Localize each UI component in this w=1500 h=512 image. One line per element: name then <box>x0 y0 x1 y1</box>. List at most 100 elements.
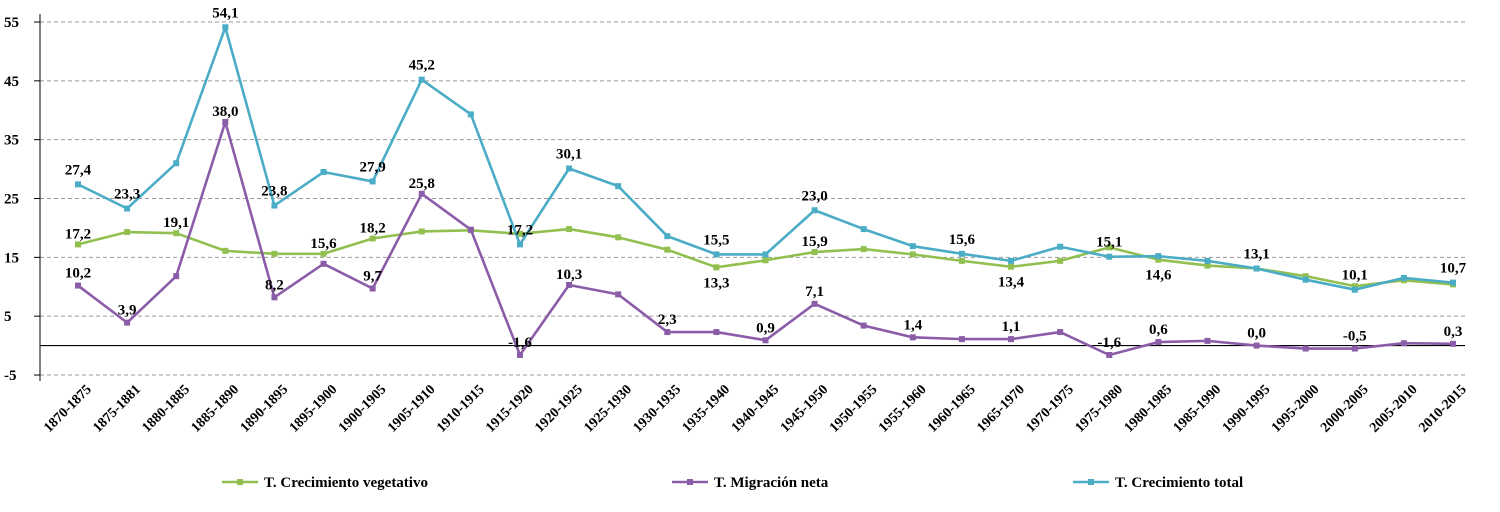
data-point <box>762 337 769 344</box>
data-point <box>1204 337 1211 344</box>
data-label: 23,0 <box>801 188 827 204</box>
data-point <box>1450 279 1456 286</box>
data-point <box>124 319 131 326</box>
data-point <box>615 183 622 190</box>
data-point <box>1253 342 1260 349</box>
data-point <box>320 169 327 176</box>
data-point <box>1302 345 1309 352</box>
y-axis-ticks: 55 45 35 25 15 5 -5 <box>4 15 19 384</box>
data-label: 15,6 <box>310 236 337 252</box>
data-point <box>1106 253 1113 260</box>
y-tick-label: 45 <box>4 74 19 90</box>
data-point <box>615 234 622 241</box>
data-point <box>75 282 81 289</box>
data-point <box>713 264 720 271</box>
data-point <box>664 233 671 240</box>
data-label: 0,3 <box>1444 324 1463 340</box>
data-label: 15,5 <box>703 232 729 248</box>
data-point <box>516 230 523 237</box>
x-tick-label: 1970-1975 <box>1023 382 1077 436</box>
data-label: 38,0 <box>212 104 238 120</box>
data-point <box>124 229 131 236</box>
data-point <box>1351 345 1358 352</box>
data-label: 2,3 <box>658 312 677 328</box>
data-point <box>1057 257 1064 264</box>
x-tick-label: 1900-1905 <box>336 382 390 436</box>
data-point <box>1253 265 1260 272</box>
data-label: 10,2 <box>65 266 91 282</box>
data-label: 9,7 <box>363 269 382 285</box>
data-point <box>811 207 818 214</box>
x-tick-label: 1990-1995 <box>1220 382 1274 436</box>
x-tick-label: 1880-1885 <box>140 382 194 436</box>
data-label: 14,6 <box>1145 268 1172 284</box>
x-tick-label: 1910-1915 <box>434 382 488 436</box>
data-point <box>566 281 573 288</box>
y-tick-label: 15 <box>4 250 19 266</box>
data-point <box>1302 273 1309 280</box>
data-point <box>713 329 720 336</box>
data-point <box>1106 244 1113 251</box>
data-point <box>1400 274 1407 281</box>
data-point <box>516 241 523 248</box>
data-label: 10,3 <box>556 267 582 283</box>
data-point <box>1008 336 1015 343</box>
data-label: 15,6 <box>949 232 976 248</box>
x-tick-label: 1960-1965 <box>925 382 979 436</box>
x-tick-label: 1940-1945 <box>729 382 783 436</box>
data-label: 19,1 <box>163 215 189 231</box>
x-tick-label: 1950-1955 <box>827 382 881 436</box>
x-tick-label: 1930-1935 <box>631 382 685 436</box>
legend-label: T. Crecimiento total <box>1115 475 1243 491</box>
data-label: 13,1 <box>1243 247 1269 263</box>
data-point <box>320 260 327 267</box>
data-point <box>173 230 180 237</box>
data-label: 13,4 <box>998 275 1025 291</box>
data-point <box>369 235 376 242</box>
x-tick-label: 1985-1990 <box>1171 382 1225 436</box>
data-label: 45,2 <box>409 58 435 74</box>
data-point <box>1204 257 1211 264</box>
data-label: -1,6 <box>1097 335 1121 351</box>
data-point <box>958 250 965 257</box>
data-label: 1,4 <box>903 317 922 333</box>
data-point <box>1351 286 1358 293</box>
data-label: 3,9 <box>118 303 137 319</box>
x-tick-label: 2005-2010 <box>1367 382 1421 436</box>
data-point <box>320 250 327 257</box>
data-label: 0,0 <box>1247 326 1266 342</box>
x-tick-label: 1895-1900 <box>287 382 341 436</box>
data-point <box>958 257 965 264</box>
data-point <box>1351 283 1358 290</box>
data-point <box>124 205 131 212</box>
data-point <box>615 291 622 298</box>
data-label: 27,4 <box>65 162 92 178</box>
x-tick-label: 1905-1910 <box>385 382 439 436</box>
data-point <box>369 178 376 185</box>
data-point <box>271 250 278 257</box>
data-point <box>369 285 376 292</box>
x-tick-label: 1975-1980 <box>1073 382 1127 436</box>
data-point <box>467 226 474 233</box>
data-point <box>1057 329 1064 336</box>
data-label: 15,9 <box>801 234 827 250</box>
data-label: 27,9 <box>360 159 386 175</box>
data-point <box>811 300 818 307</box>
data-point <box>762 251 769 258</box>
data-point <box>222 24 229 31</box>
data-label: 13,3 <box>703 275 729 291</box>
data-label: 0,6 <box>1149 322 1168 338</box>
data-label: 10,1 <box>1342 268 1368 284</box>
data-point <box>516 351 523 358</box>
legend-swatch-marker <box>1088 479 1094 485</box>
data-point <box>958 336 965 343</box>
legend-swatch-marker <box>237 479 243 485</box>
data-label: 1,1 <box>1002 319 1021 335</box>
data-point <box>1155 339 1162 346</box>
x-tick-label: 1935-1940 <box>680 382 734 436</box>
data-point <box>418 76 425 83</box>
legend: T. Crecimiento vegetativo T. Migración ne… <box>222 475 1243 491</box>
data-point <box>566 165 573 172</box>
data-point <box>664 246 671 253</box>
